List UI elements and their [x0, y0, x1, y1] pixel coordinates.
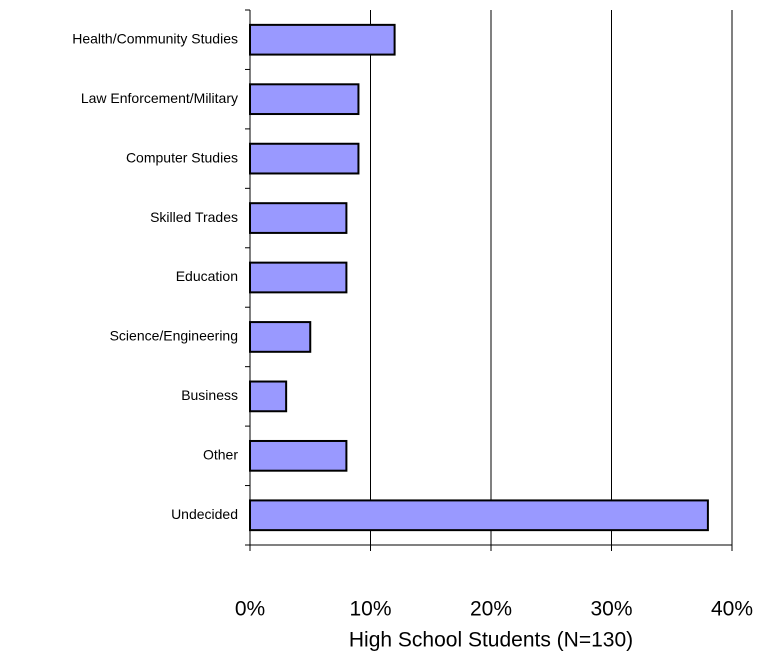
y-tick-label: Undecided	[171, 506, 238, 522]
y-tick-label: Education	[176, 268, 238, 284]
x-tick-label: 0%	[235, 598, 265, 621]
y-tick-label: Science/Engineering	[110, 328, 238, 344]
bar	[249, 83, 360, 116]
y-tick-label: Computer Studies	[126, 149, 238, 165]
y-tick-label: Business	[181, 387, 238, 403]
bar	[249, 261, 348, 294]
x-tick-label: 30%	[590, 598, 632, 621]
x-axis-label: High School Students (N=130)	[349, 629, 633, 652]
bar	[249, 142, 360, 175]
bar	[249, 380, 288, 413]
x-tick-label: 10%	[349, 598, 391, 621]
y-tick-label: Law Enforcement/Military	[81, 90, 238, 106]
bar	[249, 499, 709, 532]
bar	[249, 439, 348, 472]
y-tick-label: Other	[203, 447, 238, 463]
y-tick-label: Skilled Trades	[150, 209, 238, 225]
bar	[249, 321, 312, 353]
bar	[249, 23, 396, 56]
x-tick-label: 40%	[711, 598, 753, 621]
y-tick-label: Health/Community Studies	[72, 30, 238, 46]
x-tick-label: 20%	[470, 598, 512, 621]
bar	[249, 202, 348, 234]
